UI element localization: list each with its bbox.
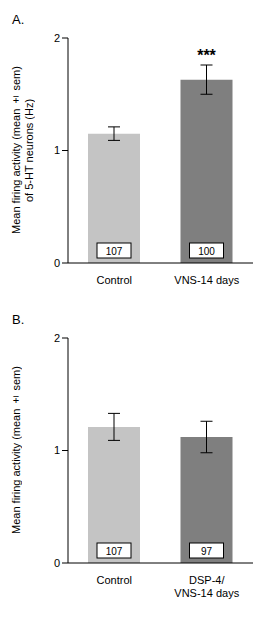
svg-text:Control: Control xyxy=(97,274,132,286)
svg-text:107: 107 xyxy=(106,546,123,557)
html-text:B.: B. xyxy=(12,312,25,327)
svg-text:100: 100 xyxy=(198,246,215,257)
svg-text:2: 2 xyxy=(54,332,60,344)
svg-text:DSP-4/VNS-14 days: DSP-4/VNS-14 days xyxy=(174,574,239,599)
svg-text:2: 2 xyxy=(54,32,60,44)
html-text:of 5-HT neurons (Hz): of 5-HT neurons (Hz) xyxy=(23,99,35,203)
html-text:Mean firing activity (mean ± s: Mean firing activity (mean ± sem) xyxy=(10,66,22,235)
svg-text:97: 97 xyxy=(201,546,213,557)
html-text:Mean firing activity (mean ± s: Mean firing activity (mean ± sem) xyxy=(10,366,22,535)
svg-text:1: 1 xyxy=(54,144,60,156)
svg-text:0: 0 xyxy=(54,257,60,269)
svg-text:VNS-14 days: VNS-14 days xyxy=(174,274,239,286)
svg-text:***: *** xyxy=(197,47,216,64)
svg-text:1: 1 xyxy=(54,444,60,456)
html-text:A.: A. xyxy=(12,12,25,27)
svg-text:107: 107 xyxy=(106,246,123,257)
svg-text:0: 0 xyxy=(54,557,60,569)
svg-text:Control: Control xyxy=(97,574,132,586)
